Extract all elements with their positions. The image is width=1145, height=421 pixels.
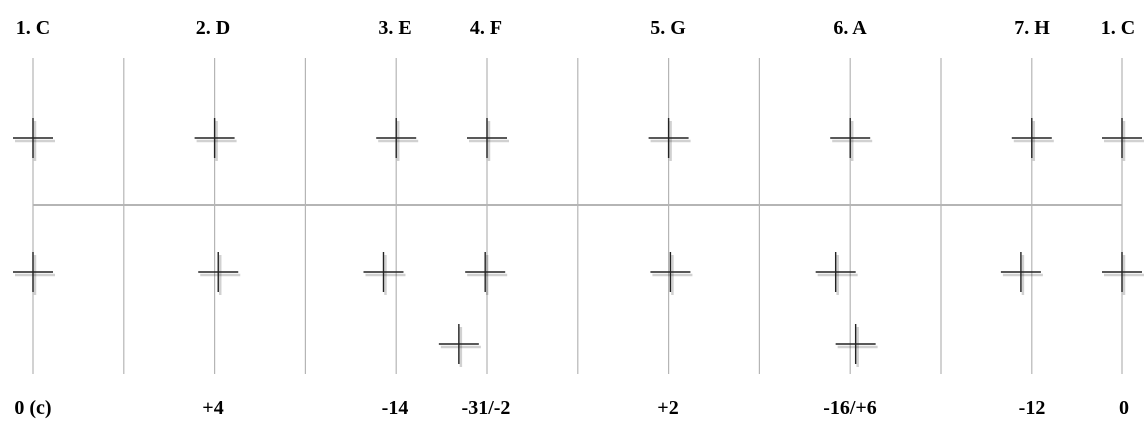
tuned-mark-a-alt bbox=[835, 324, 878, 367]
grid-lines bbox=[32, 58, 1123, 374]
top-label-h: 7. H bbox=[1014, 17, 1050, 39]
labels: 1. C 2. D 3. E 4. F 5. G 6. A 7. H 1. C … bbox=[14, 17, 1135, 419]
reference-mark-f bbox=[467, 118, 509, 161]
reference-mark-g bbox=[648, 118, 691, 161]
top-label-c2: 1. C bbox=[1101, 17, 1135, 39]
tuned-mark-d bbox=[198, 252, 241, 295]
tuned-mark-e bbox=[363, 252, 406, 295]
top-label-e: 3. E bbox=[378, 17, 411, 39]
top-label-d: 2. D bbox=[196, 17, 230, 39]
bottom-label-a: -16/+6 bbox=[823, 397, 877, 419]
bottom-label-g: +2 bbox=[657, 397, 678, 419]
bottom-label-d: +4 bbox=[202, 397, 223, 419]
bottom-label-c1: 0 (c) bbox=[14, 397, 51, 419]
reference-mark-h bbox=[1011, 118, 1054, 161]
top-label-c1: 1. C bbox=[16, 17, 50, 39]
cross-marks bbox=[13, 118, 1144, 367]
top-label-f: 4. F bbox=[470, 17, 502, 39]
bottom-label-f: -31/-2 bbox=[462, 397, 511, 419]
tuned-mark-c1 bbox=[13, 252, 55, 295]
tuned-mark-h bbox=[1000, 252, 1043, 295]
top-label-g: 5. G bbox=[650, 17, 686, 39]
tuned-mark-c2 bbox=[1102, 252, 1144, 295]
top-label-a: 6. A bbox=[833, 17, 867, 39]
tuned-mark-f-alt bbox=[438, 324, 481, 367]
reference-mark-e bbox=[376, 118, 419, 161]
reference-mark-c1 bbox=[13, 118, 55, 161]
bottom-label-c2: 0 bbox=[1119, 397, 1129, 419]
reference-mark-d bbox=[194, 118, 237, 161]
reference-mark-a bbox=[830, 118, 873, 161]
bottom-label-h: -12 bbox=[1019, 397, 1046, 419]
tuned-mark-f bbox=[465, 252, 508, 295]
tuned-mark-g bbox=[650, 252, 693, 295]
tuned-mark-a bbox=[815, 252, 858, 295]
reference-mark-c2 bbox=[1102, 118, 1144, 161]
bottom-label-e: -14 bbox=[382, 397, 409, 419]
